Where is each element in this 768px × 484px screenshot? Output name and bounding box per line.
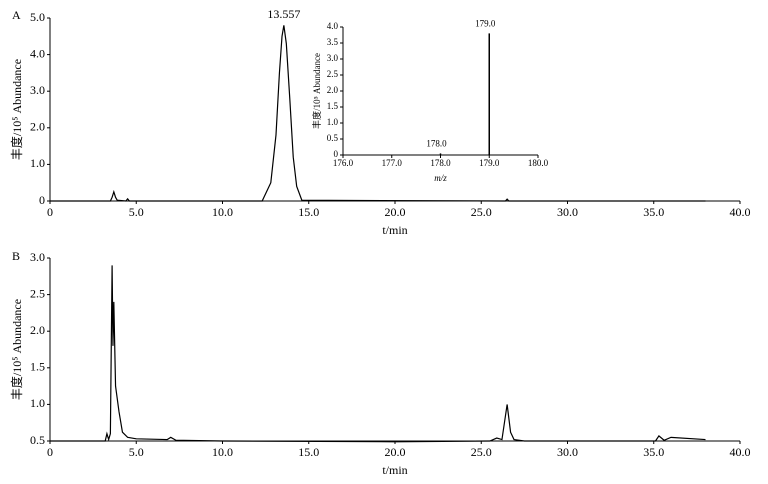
x-tick-label: 5.0 bbox=[129, 445, 144, 459]
y-tick-label: 3.5 bbox=[327, 37, 339, 47]
peak-label: 179.0 bbox=[475, 18, 496, 28]
x-tick-label: 177.0 bbox=[382, 158, 403, 168]
x-tick-label: 10.0 bbox=[212, 205, 233, 219]
x-axis-label: t/min bbox=[382, 463, 407, 477]
y-tick-label: 3.0 bbox=[30, 250, 45, 264]
peak-annotation: 13.557 bbox=[267, 7, 300, 21]
x-tick-label: 180.0 bbox=[528, 158, 549, 168]
y-axis-label: 丰度/10⁵ Abundance bbox=[311, 53, 322, 129]
y-tick-label: 2.0 bbox=[30, 323, 45, 337]
x-tick-label: 40.0 bbox=[730, 445, 751, 459]
x-tick-label: 0 bbox=[47, 445, 53, 459]
y-tick-label: 5.0 bbox=[30, 10, 45, 24]
y-tick-label: 4.0 bbox=[327, 21, 339, 31]
peak-label: 178.0 bbox=[426, 138, 447, 148]
y-tick-label: 0.5 bbox=[327, 133, 339, 143]
y-tick-label: 0 bbox=[334, 149, 339, 159]
panel-label: B bbox=[12, 249, 20, 263]
y-axis-label: 丰度/10⁵ Abundance bbox=[9, 59, 24, 160]
y-tick-label: 1.5 bbox=[30, 360, 45, 374]
x-tick-label: 25.0 bbox=[471, 205, 492, 219]
y-tick-label: 2.0 bbox=[327, 85, 339, 95]
y-tick-label: 4.0 bbox=[30, 46, 45, 60]
y-tick-label: 3.0 bbox=[327, 53, 339, 63]
x-tick-label: 178.0 bbox=[430, 158, 451, 168]
x-tick-label: 179.0 bbox=[479, 158, 500, 168]
y-tick-label: 1.5 bbox=[327, 101, 339, 111]
x-tick-label: 25.0 bbox=[471, 445, 492, 459]
x-tick-label: 20.0 bbox=[385, 445, 406, 459]
y-tick-label: 0.5 bbox=[30, 433, 45, 447]
x-tick-label: 30.0 bbox=[557, 445, 578, 459]
chromatogram-line bbox=[50, 265, 706, 443]
x-tick-label: 20.0 bbox=[385, 205, 406, 219]
x-tick-label: 10.0 bbox=[212, 445, 233, 459]
x-tick-label: 15.0 bbox=[298, 205, 319, 219]
y-tick-label: 2.5 bbox=[30, 286, 45, 300]
x-tick-label: 0 bbox=[47, 205, 53, 219]
y-tick-label: 1.0 bbox=[30, 396, 45, 410]
y-tick-label: 2.5 bbox=[327, 69, 339, 79]
x-tick-label: 5.0 bbox=[129, 205, 144, 219]
x-tick-label: 176.0 bbox=[333, 158, 354, 168]
x-axis-label: t/min bbox=[382, 223, 407, 237]
y-tick-label: 2.0 bbox=[30, 120, 45, 134]
y-tick-label: 0 bbox=[39, 193, 45, 207]
x-tick-label: 40.0 bbox=[730, 205, 751, 219]
y-tick-label: 3.0 bbox=[30, 83, 45, 97]
x-tick-label: 35.0 bbox=[643, 445, 664, 459]
y-tick-label: 1.0 bbox=[327, 117, 339, 127]
y-tick-label: 1.0 bbox=[30, 156, 45, 170]
chromatogram-line bbox=[50, 25, 706, 202]
x-tick-label: 30.0 bbox=[557, 205, 578, 219]
y-axis-label: 丰度/10⁵ Abundance bbox=[9, 299, 24, 400]
x-axis-label: m/z bbox=[434, 173, 447, 183]
panel-label: A bbox=[12, 8, 21, 22]
x-tick-label: 15.0 bbox=[298, 445, 319, 459]
x-tick-label: 35.0 bbox=[643, 205, 664, 219]
